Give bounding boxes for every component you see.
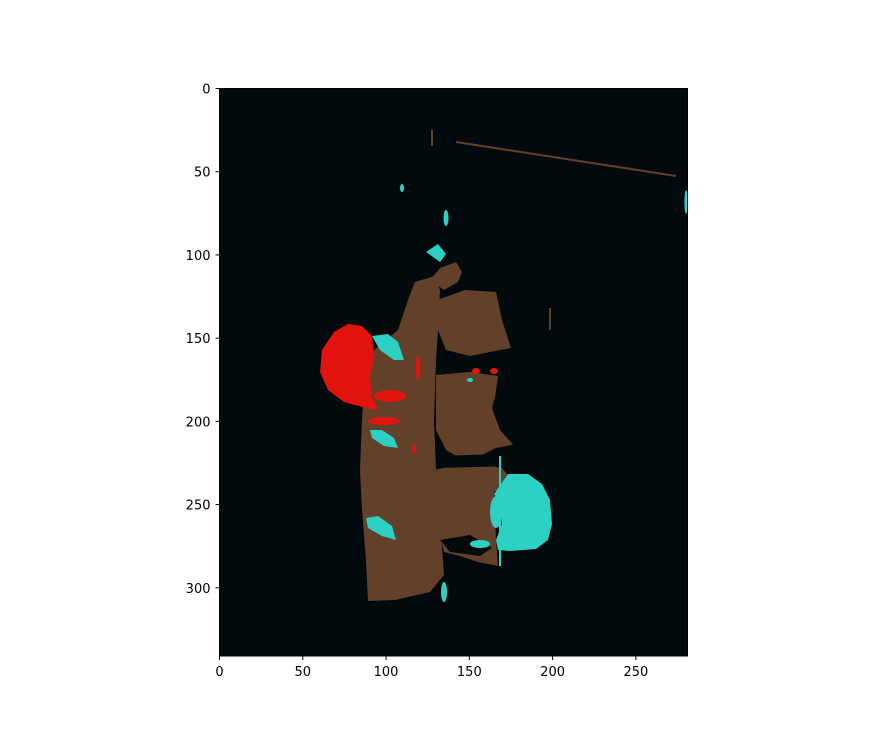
housing-middle-right	[436, 372, 516, 458]
green-reflection-bottom	[470, 540, 490, 548]
red-speck-3	[490, 368, 498, 374]
housing-gap-2	[436, 454, 512, 468]
segmentation-background	[219, 88, 688, 656]
y-tick-label: 0	[202, 83, 210, 98]
cyan-speck-4	[467, 378, 473, 382]
cyan-highlight-2	[370, 430, 398, 448]
cyan-speck-1	[441, 582, 447, 602]
x-tick-label: 200	[540, 665, 565, 680]
image-plot	[219, 88, 688, 657]
x-tick-label: 150	[457, 665, 482, 680]
cyan-speck-3	[443, 210, 449, 226]
y-tick-label: 250	[186, 499, 211, 514]
y-tick-label: 300	[186, 582, 211, 597]
y-tick-label: 200	[186, 415, 211, 430]
y-tick-label: 50	[194, 166, 211, 181]
segmentation-regions	[320, 130, 688, 602]
red-light-lower-b	[368, 417, 400, 425]
cyan-highlight-4	[426, 244, 446, 262]
red-light-lower-a	[374, 390, 406, 402]
hood-dark-right	[492, 376, 552, 448]
housing-top-stem	[430, 262, 462, 290]
x-tick-label: 0	[215, 665, 223, 680]
cyan-speck-5	[684, 190, 688, 214]
y-axis: 0 50 100 150 200 250 300	[186, 83, 220, 597]
x-axis: 0 50 100 150 200 250	[215, 656, 648, 680]
red-light-main	[320, 324, 378, 410]
y-tick-label: 150	[186, 332, 211, 347]
x-tick-label: 100	[374, 665, 399, 680]
y-tick-label: 100	[186, 249, 211, 264]
x-tick-label: 50	[295, 665, 312, 680]
red-speck-1	[415, 356, 421, 380]
x-tick-label: 250	[623, 665, 648, 680]
green-light-main	[494, 474, 552, 551]
red-speck-4	[412, 445, 416, 453]
cyan-speck-2	[400, 184, 404, 192]
red-speck-2	[472, 368, 480, 374]
cyan-highlight-3	[366, 516, 396, 540]
cyan-highlight-1	[372, 334, 404, 360]
housing-gap-3	[440, 535, 492, 556]
housing-upper-right	[437, 290, 511, 356]
axes-frame	[219, 88, 688, 657]
wire-top	[455, 141, 677, 177]
